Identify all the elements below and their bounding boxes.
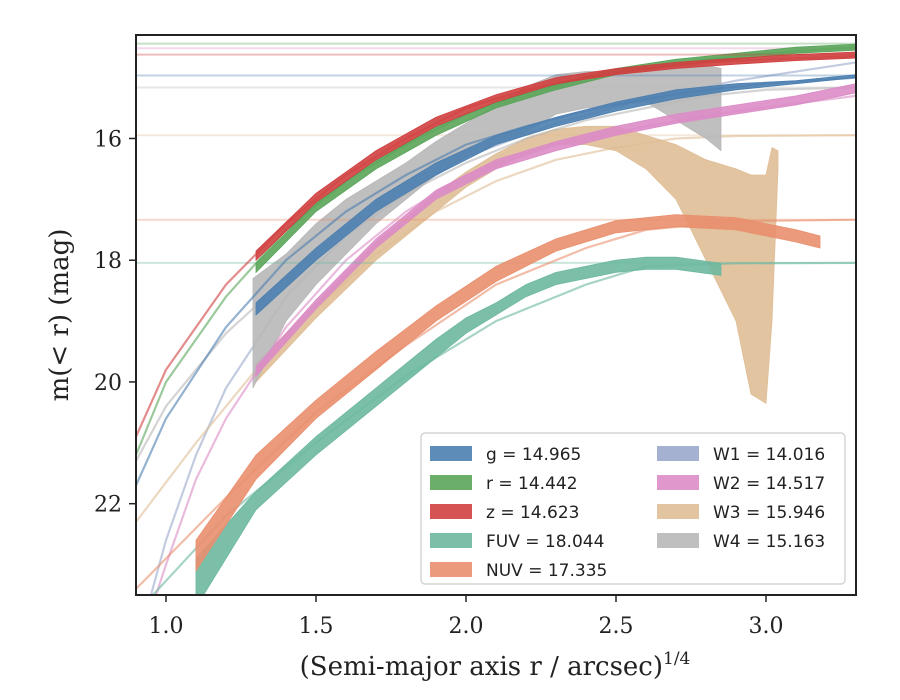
legend-label-w4: W4 = 15.163	[713, 532, 825, 552]
x-tick-label: 3.0	[749, 614, 784, 639]
legend-frame	[420, 432, 846, 585]
band-w2	[255, 83, 856, 377]
model-curve-w3	[136, 134, 856, 523]
y-tick-label: 20	[94, 371, 122, 396]
x-axis: 1.0 1.5 2.0 2.5 3.0	[149, 595, 784, 639]
legend-label-g: g = 14.965	[486, 445, 581, 465]
legend-swatch-w2	[657, 475, 699, 490]
plot-area	[136, 42, 856, 595]
x-tick-label: 1.5	[299, 614, 334, 639]
x-axis-label-text: (Semi-major axis r / arcsec)	[300, 652, 663, 682]
x-axis-label: (Semi-major axis r / arcsec)1/4	[300, 649, 691, 682]
x-axis-label-exponent: 1/4	[663, 649, 690, 669]
x-tick-label: 2.0	[449, 614, 484, 639]
x-tick-label: 1.0	[149, 614, 184, 639]
x-tick-label: 2.5	[599, 614, 634, 639]
y-tick-label: 18	[94, 249, 122, 274]
band-fuv	[195, 256, 722, 595]
plot-frame	[135, 34, 857, 596]
legend-label-nuv: NUV = 17.335	[486, 561, 607, 581]
legend-swatch-g	[430, 446, 472, 461]
y-tick-label: 16	[94, 127, 122, 152]
legend-label-z: z = 14.623	[486, 503, 579, 523]
legend-swatch-nuv	[430, 562, 472, 577]
legend-swatch-w4	[657, 533, 699, 548]
legend-label-w3: W3 = 15.946	[713, 503, 825, 523]
legend: g = 14.965 r = 14.442 z = 14.623 FUV = 18.0…	[420, 432, 846, 585]
legend-label-fuv: FUV = 18.044	[486, 532, 604, 552]
legend-swatch-w1	[657, 446, 699, 461]
y-axis: 16 18 20 22	[94, 127, 136, 518]
band-nuv	[195, 214, 821, 573]
legend-swatch-fuv	[430, 533, 472, 548]
legend-swatch-z	[430, 504, 472, 519]
legend-label-w1: W1 = 14.016	[713, 445, 825, 465]
band-g	[255, 74, 856, 316]
legend-label-r: r = 14.442	[486, 474, 578, 494]
y-tick-label: 22	[94, 493, 122, 518]
legend-swatch-r	[430, 475, 472, 490]
legend-label-w2: W2 = 14.517	[713, 474, 825, 494]
band-z	[255, 51, 856, 262]
y-axis-label: m(< r) (mag)	[45, 229, 75, 402]
legend-swatch-w3	[657, 504, 699, 519]
